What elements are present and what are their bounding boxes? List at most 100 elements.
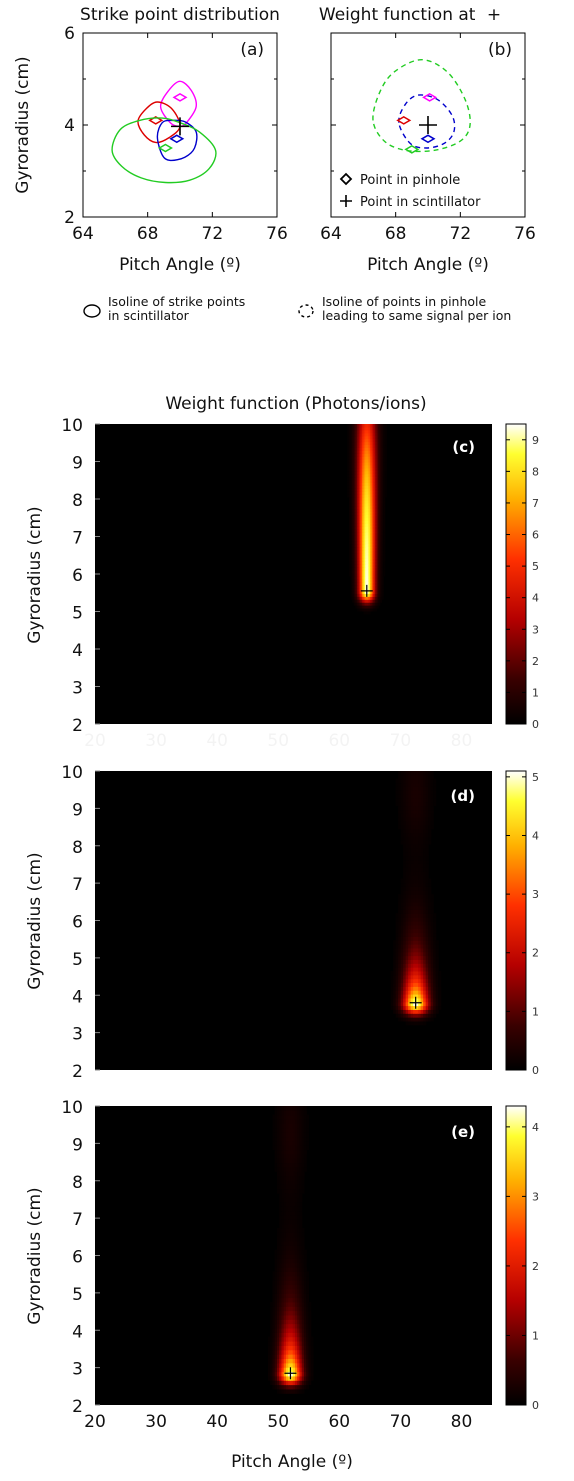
heat-cell [376, 459, 379, 463]
heat-cell [357, 532, 360, 536]
heat-cell [358, 567, 361, 571]
heat-cell [383, 543, 386, 548]
heat-cell [379, 464, 383, 469]
heat-cell [306, 1319, 310, 1325]
heat-cell [365, 543, 368, 548]
heat-cell [373, 529, 376, 533]
pinhole-point-0 [172, 93, 188, 102]
heat-cell [379, 502, 383, 507]
heat-cell [418, 997, 422, 1003]
heat-cell [348, 479, 352, 483]
heat-cell [398, 982, 402, 987]
heat-cell [423, 890, 427, 895]
heat-cell [283, 1149, 287, 1155]
heat-cell [363, 537, 366, 542]
heat-cell [428, 1013, 432, 1018]
heat-cell [285, 1267, 289, 1272]
heat-cell [371, 464, 374, 469]
heat-cell [283, 1145, 287, 1151]
heat-cell [352, 549, 355, 554]
heat-cell [398, 897, 402, 903]
heat-cell [360, 464, 363, 469]
heat-cell [350, 549, 353, 554]
heat-cell [355, 456, 358, 460]
heat-cell [384, 473, 387, 478]
heat-cell [398, 790, 402, 795]
heat-cell [413, 828, 417, 834]
heat-cell [383, 523, 386, 527]
heat-cell [279, 1384, 283, 1390]
heat-cell [408, 955, 412, 960]
heatmap-background [95, 424, 492, 724]
heat-cell [285, 1227, 289, 1233]
heat-cell [292, 1375, 296, 1381]
heat-cell [358, 602, 361, 606]
heat-cell [355, 467, 358, 472]
heat-cell [378, 426, 381, 431]
heat-cell [398, 809, 402, 814]
heat-cell [370, 464, 373, 469]
heat-cell [368, 441, 371, 446]
heat-cell [365, 549, 368, 554]
heat-cell [353, 555, 357, 559]
heat-cell [371, 432, 374, 437]
heat-cell [405, 774, 409, 780]
heat-cell [371, 532, 374, 536]
heat-cell [294, 1280, 298, 1286]
heat-cell [283, 1258, 287, 1264]
heat-cell [368, 540, 371, 545]
heat-cell [352, 561, 355, 565]
heat-cell [363, 438, 366, 443]
heat-cell [368, 593, 371, 597]
heat-cell [288, 1362, 292, 1368]
heat-cell [363, 424, 366, 428]
heat-cell [371, 526, 374, 530]
heat-cell [368, 505, 371, 510]
heat-cell [370, 461, 373, 466]
heat-cell [288, 1114, 292, 1120]
heat-cell [410, 867, 414, 872]
heat-cell [430, 897, 434, 903]
heat-cell [294, 1119, 298, 1124]
heat-cell [368, 537, 371, 542]
heat-cell [415, 851, 419, 857]
heat-cell [383, 529, 386, 533]
heat-cell [366, 529, 370, 533]
heat-cell [272, 1293, 276, 1299]
heat-cell [361, 494, 365, 498]
heat-cell [297, 1354, 301, 1359]
heat-cell [430, 778, 434, 784]
heat-cell [363, 459, 366, 463]
heat-cell [430, 905, 434, 910]
heat-cell [430, 997, 434, 1003]
heat-cell [376, 488, 379, 492]
heat-cell [381, 581, 384, 586]
heat-cell [405, 801, 409, 807]
heat-cell [398, 955, 402, 960]
heat-cell [297, 1210, 301, 1216]
heat-cell [285, 1197, 289, 1203]
heat-cell [378, 543, 381, 548]
heat-cell [285, 1345, 289, 1351]
heat-cell [381, 532, 384, 536]
heat-cell [403, 924, 407, 930]
heat-cell [288, 1223, 292, 1229]
heat-cell [281, 1232, 285, 1238]
heat-cell [410, 1001, 414, 1007]
heat-cell [413, 974, 417, 980]
y-tick-label: 2 [64, 208, 75, 228]
heat-cell [272, 1310, 276, 1316]
heat-cell [288, 1201, 292, 1207]
heat-cell [405, 790, 409, 795]
heat-cell [408, 786, 412, 791]
heat-cell [410, 928, 414, 934]
heat-cell [350, 429, 353, 434]
heat-cell [363, 435, 366, 440]
heat-cell [423, 844, 427, 849]
heat-cell [435, 1001, 439, 1007]
heat-cell [363, 429, 366, 434]
heat-cell [410, 832, 414, 837]
heat-cell [410, 940, 414, 945]
heat-cell [276, 1249, 280, 1255]
heat-cell [428, 924, 432, 930]
